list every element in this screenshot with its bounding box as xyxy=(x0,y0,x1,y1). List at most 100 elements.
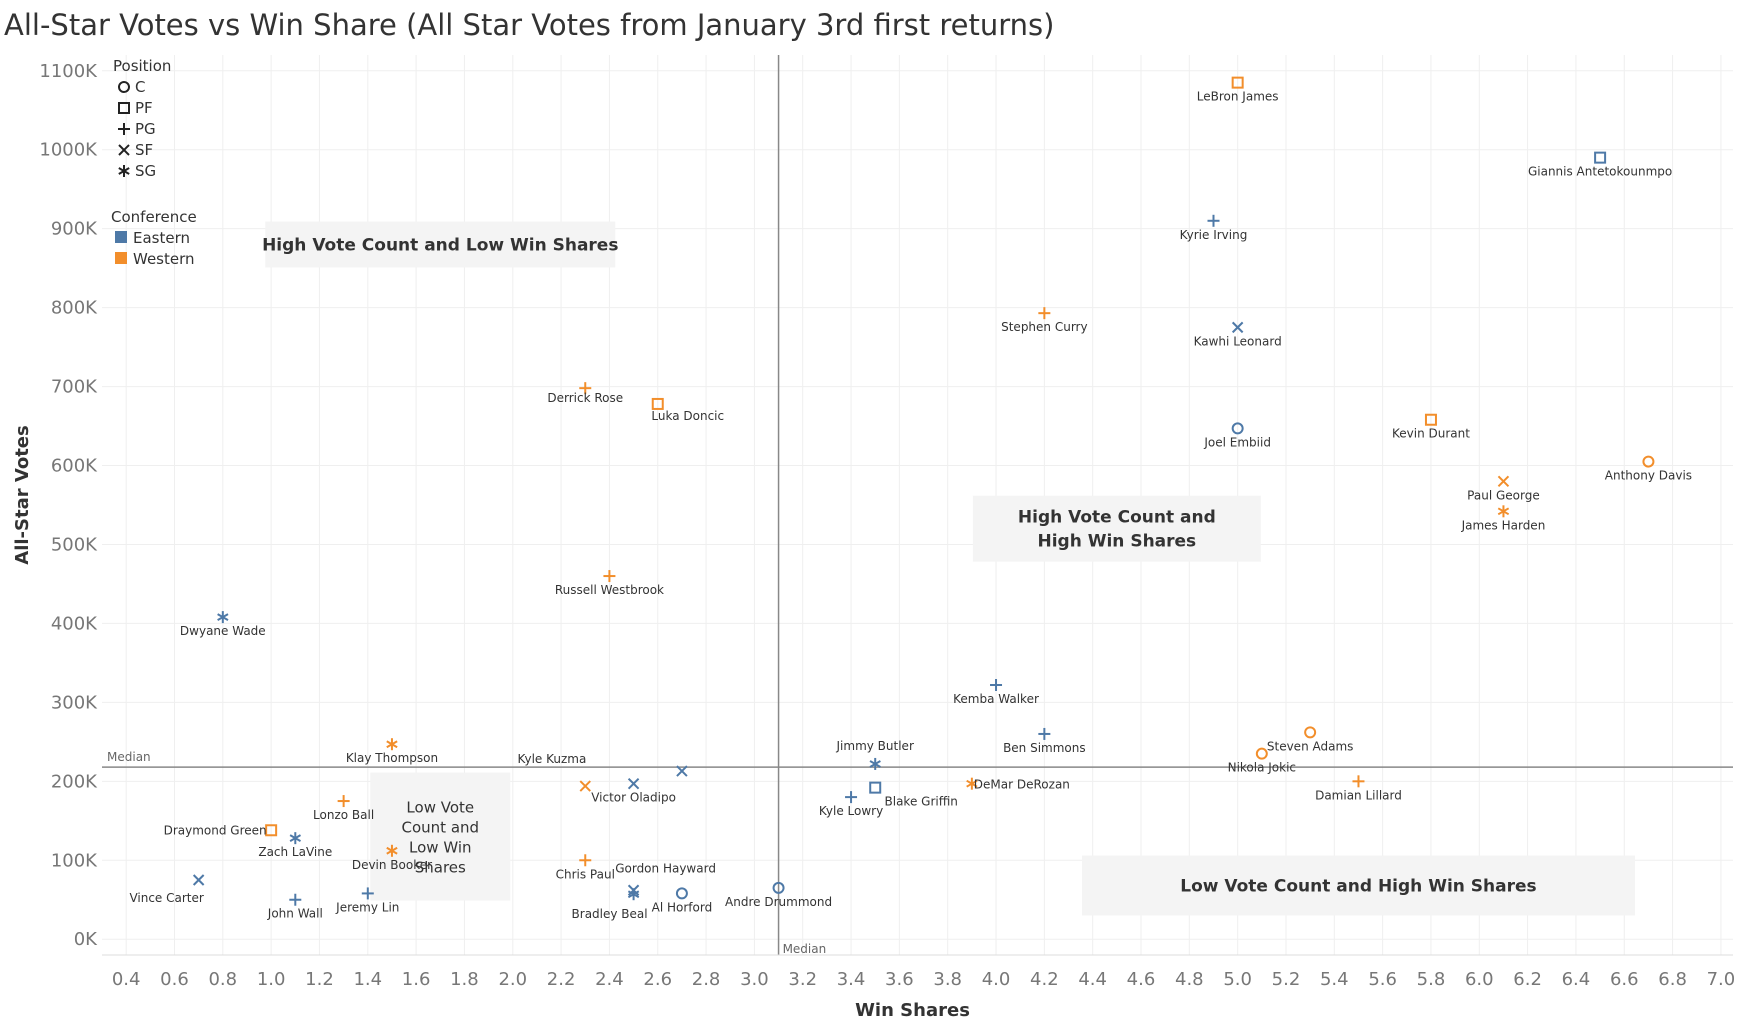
quadrant-label-background xyxy=(1081,855,1635,916)
legend-position-label: PF xyxy=(135,99,153,117)
data-point xyxy=(579,854,592,867)
x-axis-title: Win Shares xyxy=(855,1000,970,1021)
marker-circle xyxy=(1255,747,1268,760)
data-point-label: Blake Griffin xyxy=(885,795,958,809)
data-point xyxy=(289,832,301,845)
data-point xyxy=(1231,321,1244,334)
marker-x-b xyxy=(627,777,640,790)
data-point xyxy=(386,844,398,857)
marker-x-b xyxy=(579,780,591,792)
data-point-label: Gordon Hayward xyxy=(615,861,716,875)
data-point xyxy=(265,824,278,837)
legend-conference-label: Eastern xyxy=(133,229,190,247)
marker-star-arm xyxy=(217,613,229,621)
data-point xyxy=(772,881,785,894)
data-point xyxy=(869,757,881,770)
data-point-label: Ben Simmons xyxy=(1003,741,1086,755)
marker-square xyxy=(1594,151,1607,164)
marker-square xyxy=(265,824,278,837)
x-tick-label: 5.6 xyxy=(1368,969,1397,990)
x-tick-label: 1.6 xyxy=(402,969,431,990)
y-tick-label: 600K xyxy=(51,456,98,477)
data-point xyxy=(1424,413,1437,426)
data-point-label: Dwyane Wade xyxy=(180,624,266,638)
y-tick-label: 1000K xyxy=(39,140,98,161)
data-point-label: James Harden xyxy=(1461,518,1546,532)
data-point-label: Paul George xyxy=(1467,488,1540,502)
marker-square xyxy=(1424,413,1437,426)
x-tick-label: 6.0 xyxy=(1465,969,1494,990)
data-point xyxy=(1594,151,1607,164)
x-tick-label: 3.6 xyxy=(885,969,914,990)
data-point-label: Victor Oladipo xyxy=(591,791,676,805)
marker-x-b xyxy=(192,874,205,886)
marker-square xyxy=(118,102,130,114)
y-tick-label: 100K xyxy=(51,850,98,871)
data-point xyxy=(1255,747,1268,760)
y-tick-label: 300K xyxy=(51,692,98,713)
x-tick-label: 4.8 xyxy=(1175,969,1204,990)
data-point xyxy=(1497,505,1510,518)
x-tick-label: 2.8 xyxy=(692,969,721,990)
quadrant-label-background xyxy=(972,495,1261,562)
marker-star-arm xyxy=(869,760,881,768)
marker-star-arm xyxy=(289,834,301,843)
x-tick-label: 7.0 xyxy=(1707,969,1736,990)
data-point-label: Damian Lillard xyxy=(1315,788,1402,802)
data-point-label: Russell Westbrook xyxy=(555,583,664,597)
marker-star-arm xyxy=(118,167,130,175)
x-tick-label: 4.0 xyxy=(982,969,1011,990)
data-point-label: Jimmy Butler xyxy=(836,739,914,753)
chart-title: All-Star Votes vs Win Share (All Star Vo… xyxy=(4,8,1055,42)
data-point xyxy=(627,777,640,790)
data-point-label: Derrick Rose xyxy=(547,391,623,405)
y-tick-label: 800K xyxy=(51,298,98,319)
data-point xyxy=(1231,422,1244,435)
data-point-label: Lonzo Ball xyxy=(313,808,374,822)
x-tick-label: 1.8 xyxy=(450,969,479,990)
data-point-label: Devin Booker xyxy=(352,858,432,872)
y-tick-label: 900K xyxy=(51,219,98,240)
marker-circle xyxy=(1642,455,1655,468)
legend-position-marker xyxy=(118,123,130,135)
data-point xyxy=(1642,455,1655,468)
marker-square xyxy=(1231,76,1244,89)
x-tick-label: 3.2 xyxy=(788,969,817,990)
data-point xyxy=(337,795,350,808)
data-point-label: Jeremy Lin xyxy=(335,900,399,914)
x-tick-label: 4.6 xyxy=(1127,969,1156,990)
x-tick-label: 0.6 xyxy=(160,969,189,990)
marker-star-arm xyxy=(386,740,398,749)
marker-square xyxy=(651,397,664,410)
x-tick-label: 5.2 xyxy=(1272,969,1301,990)
data-point xyxy=(869,781,882,794)
data-point-label: Kyle Kuzma xyxy=(517,752,586,766)
marker-star-arm xyxy=(1497,507,1510,516)
legend-position-marker xyxy=(118,81,130,93)
data-point xyxy=(289,893,302,906)
data-point-label: Kawhi Leonard xyxy=(1194,334,1282,348)
data-point-label: Al Horford xyxy=(652,900,713,914)
y-tick-label: 500K xyxy=(51,534,98,555)
data-point xyxy=(627,888,640,901)
x-tick-label: 4.4 xyxy=(1078,969,1107,990)
marker-circle xyxy=(772,881,785,894)
y-tick-label: 700K xyxy=(51,377,98,398)
marker-x-b xyxy=(118,144,130,156)
legend-position-marker xyxy=(118,165,130,177)
quadrant-label: High Vote Count and High Win Shares xyxy=(1018,508,1216,552)
marker-x-b xyxy=(1231,321,1244,334)
data-point xyxy=(676,765,688,777)
data-point-label: LeBron James xyxy=(1197,90,1279,104)
data-point xyxy=(1352,775,1365,788)
legend-position-label: SF xyxy=(135,141,153,159)
marker-star-arm xyxy=(627,890,640,899)
y-tick-label: 400K xyxy=(51,613,98,634)
data-point xyxy=(217,611,229,624)
data-point-label: Joel Embiid xyxy=(1203,435,1271,449)
data-point-label: Kyle Lowry xyxy=(819,804,883,818)
legend-conference-title: Conference xyxy=(111,208,197,226)
x-tick-label: 2.0 xyxy=(498,969,527,990)
data-point-label: Anthony Davis xyxy=(1605,469,1692,483)
data-point-label: Zach LaVine xyxy=(258,845,332,859)
